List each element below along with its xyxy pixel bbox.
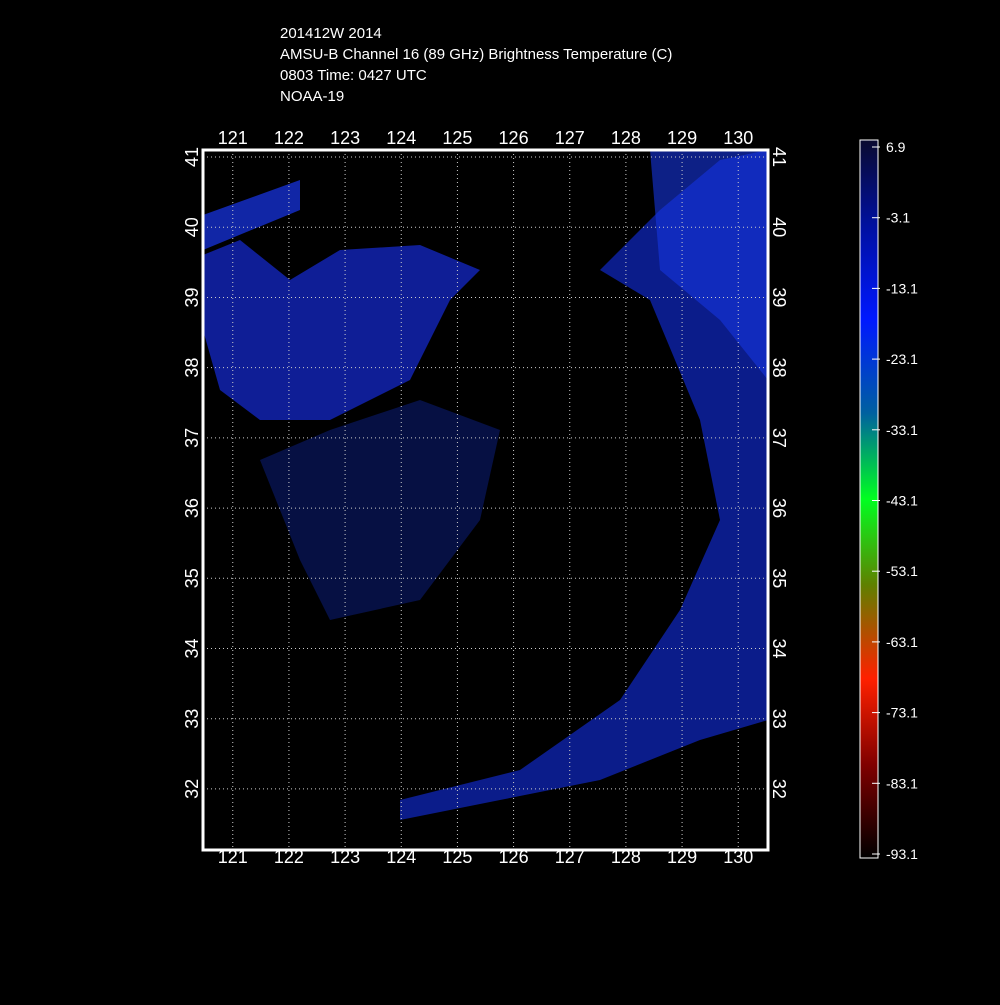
lon-label: 130 [723, 847, 753, 867]
lon-label: 126 [499, 847, 529, 867]
colorbar-label: -73.1 [886, 705, 918, 721]
lon-label: 129 [667, 847, 697, 867]
lon-label: 121 [218, 128, 248, 148]
lat-label: 40 [769, 217, 789, 237]
grid [203, 150, 768, 850]
colorbar-label: -63.1 [886, 634, 918, 650]
lon-label: 130 [723, 128, 753, 148]
lon-label: 129 [667, 128, 697, 148]
lat-label: 37 [182, 428, 202, 448]
lat-label: 36 [182, 498, 202, 518]
lat-label: 39 [769, 287, 789, 307]
lat-label: 32 [769, 779, 789, 799]
lat-label: 35 [182, 568, 202, 588]
colorbar-label: -93.1 [886, 846, 918, 862]
lon-label: 127 [555, 847, 585, 867]
colorbar-label: -43.1 [886, 493, 918, 509]
swath [203, 180, 300, 250]
title-block: 201412W 2014 AMSU-B Channel 16 (89 GHz) B… [280, 25, 672, 105]
colorbar [859, 139, 879, 859]
map-frame [201, 148, 770, 852]
lat-label: 41 [769, 147, 789, 167]
lon-label: 121 [218, 847, 248, 867]
colorbar-label: 6.9 [886, 139, 906, 155]
swath [260, 400, 500, 620]
lon-label: 122 [274, 847, 304, 867]
lon-label: 125 [442, 128, 472, 148]
lat-label: 34 [769, 638, 789, 658]
colorbar-label: -33.1 [886, 422, 918, 438]
lon-label: 124 [386, 128, 416, 148]
imagery [203, 150, 768, 820]
lat-label: 37 [769, 428, 789, 448]
colorbar-label: -13.1 [886, 280, 918, 296]
lat-label: 41 [182, 147, 202, 167]
swath [203, 240, 480, 420]
lat-label: 38 [182, 358, 202, 378]
lat-label: 34 [182, 638, 202, 658]
lat-label: 39 [182, 287, 202, 307]
colorbar-label: -23.1 [886, 351, 918, 367]
lon-label: 125 [442, 847, 472, 867]
swath [400, 150, 768, 820]
lon-label: 128 [611, 128, 641, 148]
lon-label: 124 [386, 847, 416, 867]
lon-label: 123 [330, 847, 360, 867]
colorbar-label: -3.1 [886, 210, 910, 226]
lat-label: 32 [182, 779, 202, 799]
lat-label: 36 [769, 498, 789, 518]
lat-label: 38 [769, 358, 789, 378]
lon-label: 126 [499, 128, 529, 148]
title-line: AMSU-B Channel 16 (89 GHz) Brightness Te… [280, 46, 672, 63]
lon-label: 122 [274, 128, 304, 148]
colorbar-label: -53.1 [886, 563, 918, 579]
colorbar-ticks: 6.9 -3.1 -13.1 -23.1 -33.1 -43.1 -53.1 -63.1 -73… [872, 139, 918, 862]
title-line: 201412W 2014 [280, 25, 382, 42]
lat-label: 33 [182, 709, 202, 729]
lon-label: 123 [330, 128, 360, 148]
lat-label: 33 [769, 709, 789, 729]
title-line: 0803 Time: 0427 UTC [280, 67, 427, 84]
lat-label: 40 [182, 217, 202, 237]
title-line: NOAA-19 [280, 88, 344, 105]
colorbar-label: -83.1 [886, 775, 918, 791]
lon-label: 127 [555, 128, 585, 148]
lon-label: 128 [611, 847, 641, 867]
lat-label: 35 [769, 568, 789, 588]
